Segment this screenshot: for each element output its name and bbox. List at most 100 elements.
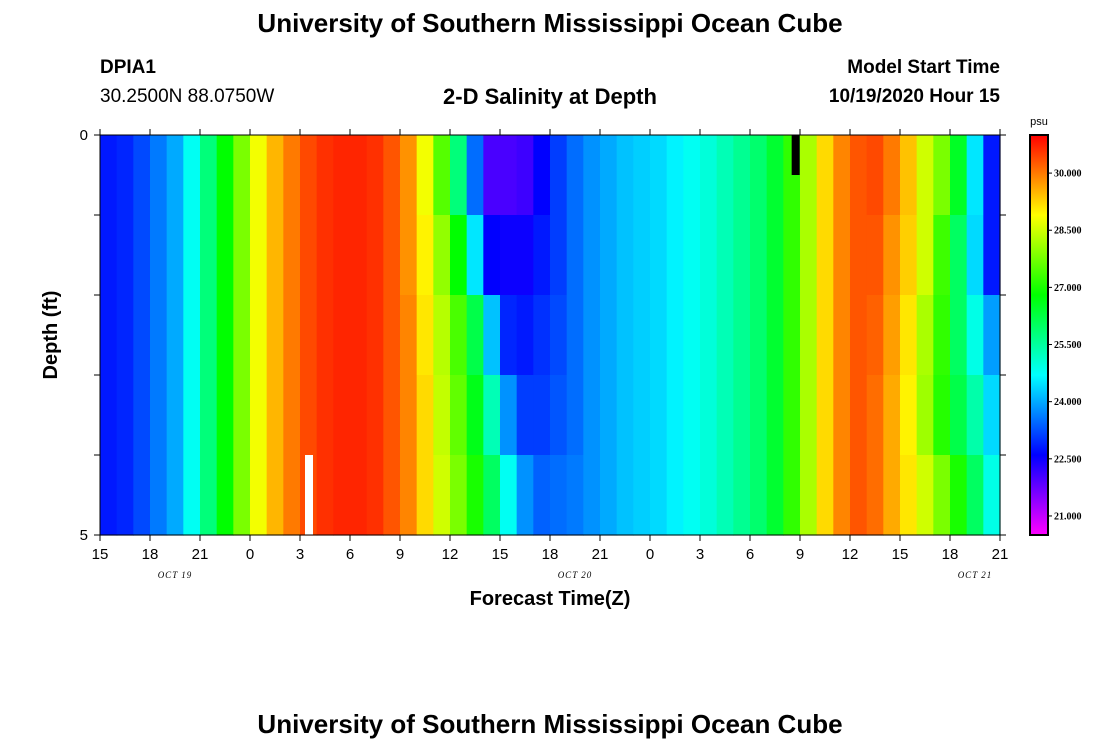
heatmap-cell — [450, 215, 468, 296]
heatmap-cell — [100, 295, 118, 376]
heatmap-cell — [233, 295, 251, 376]
heatmap-cell — [866, 135, 884, 216]
heatmap-cell — [166, 375, 184, 456]
heatmap-cell — [766, 215, 784, 296]
heatmap-cell — [600, 295, 618, 376]
heatmap-cell — [100, 215, 118, 296]
heatmap-cell — [100, 455, 118, 536]
heatmap-cell — [866, 455, 884, 536]
heatmap-cell — [316, 295, 334, 376]
heatmap-cell — [750, 295, 768, 376]
heatmap-cell — [716, 215, 734, 296]
heatmap-cell — [650, 375, 668, 456]
heatmap-cell — [533, 215, 551, 296]
heatmap-cell — [700, 135, 718, 216]
heatmap-cell — [933, 215, 951, 296]
x-tick-label: 0 — [646, 546, 654, 563]
heatmap-cell — [850, 455, 868, 536]
heatmap-cell — [250, 455, 268, 536]
heatmap-cell — [183, 455, 201, 536]
heatmap-cell — [683, 455, 701, 536]
x-tick-label: 18 — [542, 546, 559, 563]
heatmap-cell — [783, 215, 801, 296]
x-axis-ticks: 15 18 21 0 3 6 9 12 15 18 21 0 3 6 9 12 15 18 21 OCT 19 OCT … — [92, 129, 1008, 580]
x-tick-label: 12 — [842, 546, 859, 563]
heatmap-cell — [300, 135, 318, 216]
heatmap-cell — [733, 375, 751, 456]
heatmap-cell — [583, 375, 601, 456]
colorbar-tick-label: 22.500 — [1054, 454, 1082, 465]
heatmap-cell — [850, 135, 868, 216]
x-tick-label: 6 — [346, 546, 354, 563]
heatmap-cell — [550, 135, 568, 216]
heatmap-cell — [333, 215, 351, 296]
heatmap-cell — [816, 215, 834, 296]
heatmap-cell — [366, 295, 384, 376]
heatmap-cell — [416, 135, 434, 216]
heatmap-cell — [150, 135, 168, 216]
heatmap-cell — [633, 295, 651, 376]
heatmap-cell — [666, 215, 684, 296]
heatmap-cell — [833, 295, 851, 376]
heatmap-cell — [816, 375, 834, 456]
heatmap-cell — [333, 375, 351, 456]
y-tick-label: 0 — [80, 127, 88, 144]
heatmap-cell — [633, 135, 651, 216]
page-title-bottom: University of Southern Mississippi Ocean… — [257, 709, 843, 739]
heatmap-cell — [833, 455, 851, 536]
heatmap-cell — [266, 295, 284, 376]
heatmap-cell — [233, 455, 251, 536]
heatmap-cell — [500, 215, 518, 296]
heatmap-cell — [766, 375, 784, 456]
heatmap-cell — [200, 375, 218, 456]
heatmap-cell — [900, 455, 918, 536]
station-id: DPIA1 — [100, 57, 156, 78]
heatmap-cell — [883, 455, 901, 536]
heatmap-cell — [816, 135, 834, 216]
x-date-label: OCT 20 — [558, 570, 593, 580]
heatmap-cell — [316, 215, 334, 296]
colorbar-tick-label: 24.000 — [1054, 397, 1082, 408]
colorbar-tick-label: 25.500 — [1054, 340, 1082, 351]
heatmap-cell — [166, 455, 184, 536]
heatmap-cell — [700, 295, 718, 376]
heatmap-cell — [216, 375, 234, 456]
heatmap-cell — [516, 135, 534, 216]
heatmap-cell — [450, 295, 468, 376]
heatmap-cell — [650, 295, 668, 376]
heatmap-cell — [716, 375, 734, 456]
heatmap-cell — [966, 135, 984, 216]
heatmap-cell — [466, 215, 484, 296]
heatmap-cell — [400, 135, 418, 216]
heatmap-cell — [633, 455, 651, 536]
x-tick-label: 3 — [296, 546, 304, 563]
heatmap-cell — [133, 455, 151, 536]
heatmap-cell — [350, 455, 368, 536]
heatmap-cell — [750, 455, 768, 536]
heatmap-cell — [933, 295, 951, 376]
black-marker — [791, 135, 800, 175]
page-title-top: University of Southern Mississippi Ocean… — [257, 8, 843, 38]
heatmap-cell — [450, 375, 468, 456]
heatmap-cell — [400, 375, 418, 456]
heatmap-cell — [116, 375, 134, 456]
heatmap-cell — [266, 375, 284, 456]
heatmap-cell — [216, 135, 234, 216]
heatmap-cell — [516, 375, 534, 456]
heatmap-cell — [983, 375, 1001, 456]
heatmap-cell — [333, 455, 351, 536]
heatmap-cell — [950, 215, 968, 296]
x-tick-label: 18 — [142, 546, 159, 563]
heatmap-cell — [483, 455, 501, 536]
heatmap-cell — [533, 295, 551, 376]
heatmap-cell — [616, 375, 634, 456]
heatmap-cell — [100, 375, 118, 456]
heatmap-cell — [800, 135, 818, 216]
heatmap-cell — [883, 135, 901, 216]
heatmap-cell — [316, 375, 334, 456]
heatmap-cell — [483, 135, 501, 216]
heatmap-cell — [666, 375, 684, 456]
x-tick-label: 0 — [246, 546, 254, 563]
heatmap-cell — [300, 215, 318, 296]
heatmap-cell — [983, 215, 1001, 296]
